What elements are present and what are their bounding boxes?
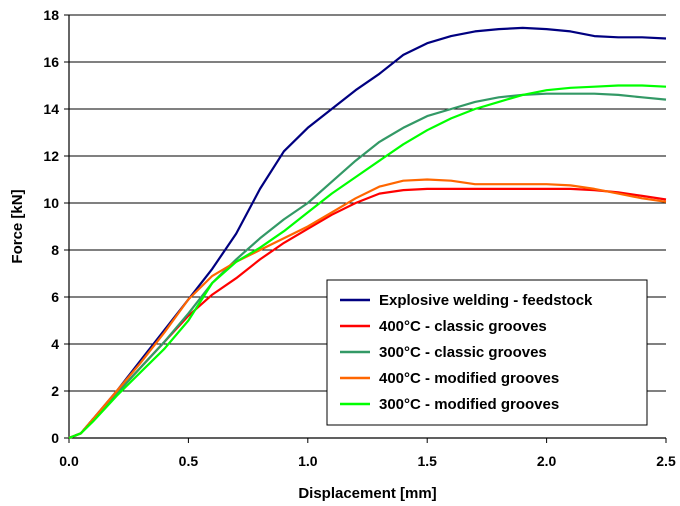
series-line-3 — [68, 92, 667, 440]
legend-label: Explosive welding - feedstock — [379, 292, 593, 309]
axes — [68, 15, 666, 439]
x-axis-ticks: 0.0 0.5 1.0 1.5 2.0 2.5 — [59, 438, 676, 469]
y-tick-label: 4 — [51, 336, 59, 352]
x-tick-label: 2.5 — [656, 453, 676, 469]
y-tick-label: 16 — [43, 54, 59, 70]
legend-box — [326, 279, 648, 426]
series-line-1 — [68, 26, 667, 440]
legend-label: 400°C - modified grooves — [379, 370, 559, 387]
y-tick-label: 18 — [43, 7, 59, 23]
legend: Explosive welding - feedstock 400°C - cla… — [326, 279, 648, 426]
series-line-5 — [68, 84, 667, 440]
y-tick-label: 8 — [51, 242, 59, 258]
y-tick-label: 0 — [51, 430, 59, 446]
y-axis-ticks: 0 2 4 6 8 10 12 14 16 18 — [43, 7, 69, 446]
x-tick-label: 1.5 — [417, 453, 437, 469]
series-line-4 — [68, 178, 667, 440]
y-tick-label: 12 — [43, 148, 59, 164]
legend-label: 300°C - modified grooves — [379, 396, 559, 413]
x-axis-title: Displacement [mm] — [298, 485, 436, 502]
series-lines — [68, 26, 667, 440]
legend-label: 300°C - classic grooves — [379, 344, 547, 361]
y-tick-label: 6 — [51, 289, 59, 305]
y-tick-label: 10 — [43, 195, 59, 211]
x-tick-label: 1.0 — [298, 453, 318, 469]
x-tick-label: 0.5 — [179, 453, 199, 469]
y-tick-label: 14 — [43, 101, 59, 117]
legend-label: 400°C - classic grooves — [379, 318, 547, 335]
y-tick-label: 2 — [51, 383, 59, 399]
y-axis-title: Force [kN] — [9, 189, 26, 263]
x-tick-label: 2.0 — [537, 453, 557, 469]
x-tick-label: 0.0 — [59, 453, 79, 469]
